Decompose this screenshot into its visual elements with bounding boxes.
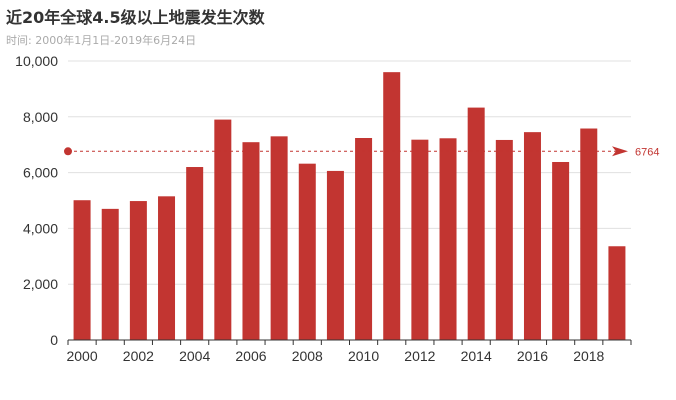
y-tick-label: 10,000 bbox=[15, 53, 58, 69]
x-tick-label: 2018 bbox=[573, 348, 604, 364]
x-tick-label: 2010 bbox=[348, 348, 379, 364]
bar-2008[interactable] bbox=[298, 163, 316, 340]
bar-2012[interactable] bbox=[411, 139, 429, 340]
bar-2016[interactable] bbox=[523, 132, 541, 340]
y-tick-label: 0 bbox=[50, 332, 58, 348]
bar-2007[interactable] bbox=[270, 136, 288, 340]
x-tick-label: 2014 bbox=[461, 348, 492, 364]
bar-2006[interactable] bbox=[242, 142, 260, 340]
x-tick-label: 2012 bbox=[404, 348, 435, 364]
x-tick-label: 2006 bbox=[235, 348, 266, 364]
chart-subtitle: 时间: 2000年1月1日-2019年6月24日 bbox=[6, 34, 197, 47]
bar-2014[interactable] bbox=[467, 107, 485, 340]
y-tick-label: 8,000 bbox=[23, 109, 58, 125]
bar-2005[interactable] bbox=[214, 119, 232, 340]
bar-2001[interactable] bbox=[101, 208, 119, 340]
y-tick-label: 6,000 bbox=[23, 165, 58, 181]
bar-2011[interactable] bbox=[383, 72, 401, 340]
average-line-label: 6764 bbox=[635, 146, 659, 158]
bar-2009[interactable] bbox=[326, 170, 344, 340]
bar-2013[interactable] bbox=[439, 138, 457, 340]
y-tick-label: 2,000 bbox=[23, 276, 58, 292]
bar-2019[interactable] bbox=[608, 246, 626, 340]
bar-2000[interactable] bbox=[73, 200, 91, 340]
bar-2002[interactable] bbox=[129, 201, 147, 340]
bar-2018[interactable] bbox=[580, 128, 598, 340]
x-tick-label: 2002 bbox=[123, 348, 154, 364]
x-tick-label: 2016 bbox=[517, 348, 548, 364]
average-line-start-dot bbox=[64, 147, 72, 156]
x-tick-label: 2008 bbox=[292, 348, 323, 364]
x-tick-label: 2000 bbox=[66, 348, 97, 364]
average-line-arrow bbox=[612, 146, 628, 157]
y-tick-label: 4,000 bbox=[23, 220, 58, 236]
bar-2003[interactable] bbox=[158, 196, 176, 340]
bar-2015[interactable] bbox=[495, 139, 513, 340]
x-tick-label: 2004 bbox=[179, 348, 210, 364]
bar-2010[interactable] bbox=[355, 138, 373, 340]
bar-2017[interactable] bbox=[552, 161, 570, 340]
bar-2004[interactable] bbox=[186, 167, 204, 340]
chart-title: 近20年全球4.5级以上地震发生次数 bbox=[6, 8, 265, 27]
